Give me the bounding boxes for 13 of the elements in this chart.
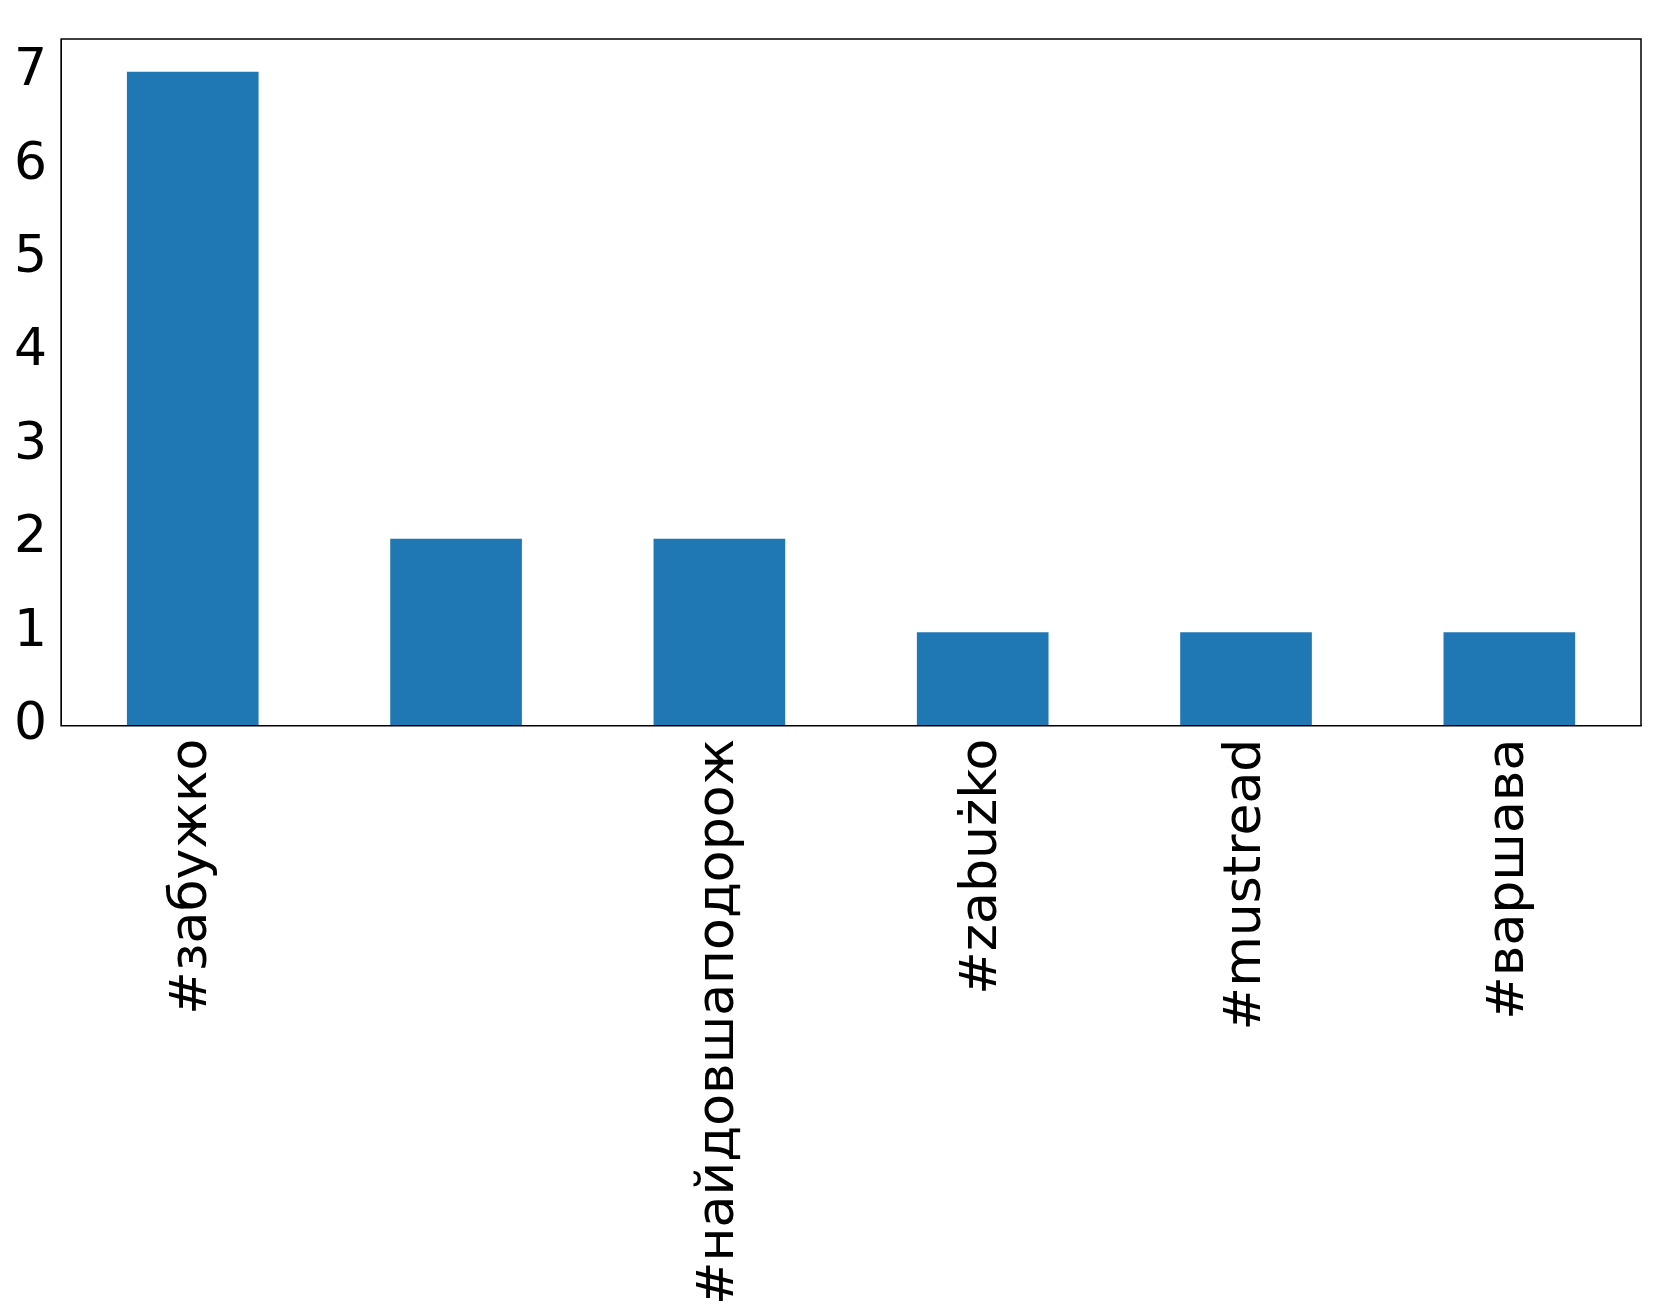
y-tick-label: 4: [13, 317, 48, 378]
x-tick-label: #mustread: [1211, 738, 1272, 1031]
y-tick-label: 5: [13, 224, 48, 285]
x-tick-label: #zabużko: [948, 738, 1009, 995]
x-tick-label: #забужко: [158, 738, 219, 1015]
y-tick-label: 6: [13, 130, 48, 191]
y-tick-label: 3: [13, 410, 48, 471]
y-tick-label: 2: [13, 504, 48, 565]
x-tick-label: #варшава: [1474, 738, 1535, 1020]
y-tick-label: 0: [13, 691, 48, 752]
x-tick-label: #найдовшаподорож: [684, 738, 745, 1306]
y-tick-label: 1: [13, 597, 48, 658]
y-tick-label: 7: [13, 37, 48, 98]
